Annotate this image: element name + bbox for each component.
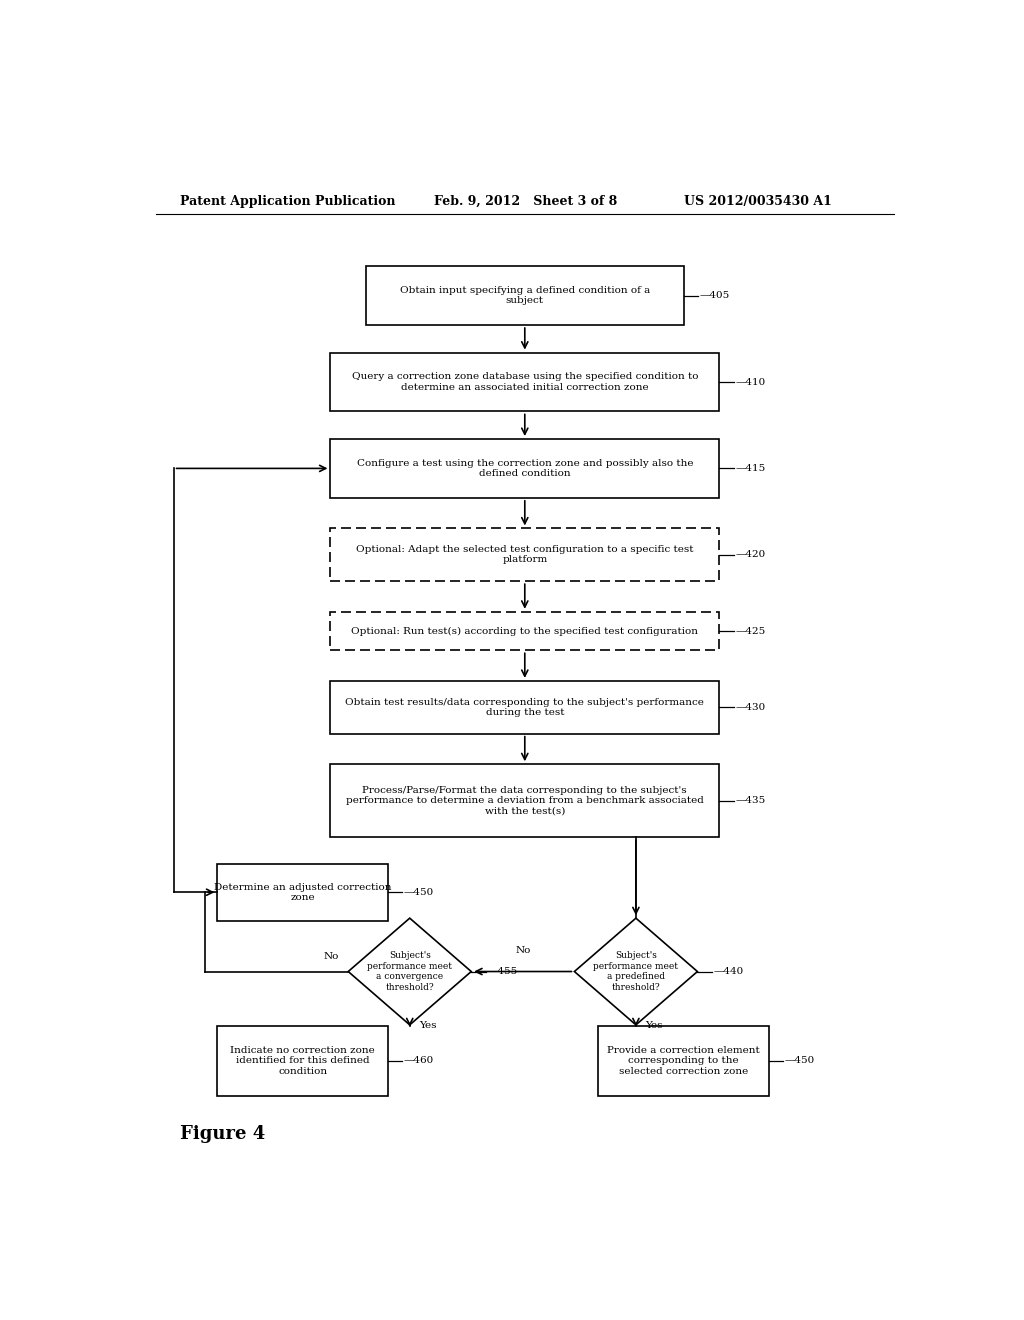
Text: Optional: Adapt the selected test configuration to a specific test
platform: Optional: Adapt the selected test config…	[356, 545, 693, 565]
Polygon shape	[574, 919, 697, 1024]
Text: Indicate no correction zone
identified for this defined
condition: Indicate no correction zone identified f…	[230, 1045, 375, 1076]
Text: —410: —410	[735, 378, 765, 387]
Text: Feb. 9, 2012   Sheet 3 of 8: Feb. 9, 2012 Sheet 3 of 8	[433, 194, 616, 207]
Text: —455: —455	[487, 968, 517, 975]
Text: No: No	[515, 946, 530, 956]
Text: —430: —430	[735, 702, 765, 711]
Text: —440: —440	[714, 968, 743, 975]
Text: Yes: Yes	[419, 1022, 437, 1030]
Text: Subject's
performance meet
a convergence
threshold?: Subject's performance meet a convergence…	[368, 952, 453, 991]
Text: —420: —420	[735, 550, 765, 560]
Text: —415: —415	[735, 463, 765, 473]
Text: Determine an adjusted correction
zone: Determine an adjusted correction zone	[214, 883, 391, 902]
Text: —450: —450	[784, 1056, 815, 1065]
FancyBboxPatch shape	[331, 352, 719, 412]
Text: Optional: Run test(s) according to the specified test configuration: Optional: Run test(s) according to the s…	[351, 627, 698, 636]
FancyBboxPatch shape	[331, 764, 719, 837]
FancyBboxPatch shape	[331, 681, 719, 734]
FancyBboxPatch shape	[217, 863, 388, 921]
Text: Configure a test using the correction zone and possibly also the
defined conditi: Configure a test using the correction zo…	[356, 459, 693, 478]
Text: Patent Application Publication: Patent Application Publication	[179, 194, 395, 207]
Text: US 2012/0035430 A1: US 2012/0035430 A1	[684, 194, 831, 207]
Text: Process/Parse/Format the data corresponding to the subject's
performance to dete: Process/Parse/Format the data correspond…	[346, 785, 703, 816]
Text: No: No	[324, 952, 339, 961]
Text: Subject's
performance meet
a predefined
threshold?: Subject's performance meet a predefined …	[593, 952, 679, 991]
FancyBboxPatch shape	[217, 1027, 388, 1096]
FancyBboxPatch shape	[331, 528, 719, 581]
Text: Figure 4: Figure 4	[179, 1125, 265, 1143]
Text: —460: —460	[403, 1056, 434, 1065]
Text: Obtain input specifying a defined condition of a
subject: Obtain input specifying a defined condit…	[399, 286, 650, 305]
Text: —450: —450	[403, 888, 434, 896]
FancyBboxPatch shape	[598, 1027, 769, 1096]
Polygon shape	[348, 919, 471, 1024]
Text: Yes: Yes	[645, 1022, 663, 1030]
FancyBboxPatch shape	[367, 267, 684, 325]
Text: —435: —435	[735, 796, 765, 805]
Text: Query a correction zone database using the specified condition to
determine an a: Query a correction zone database using t…	[351, 372, 698, 392]
Text: Obtain test results/data corresponding to the subject's performance
during the t: Obtain test results/data corresponding t…	[345, 697, 705, 717]
FancyBboxPatch shape	[331, 611, 719, 651]
Text: Provide a correction element
corresponding to the
selected correction zone: Provide a correction element correspondi…	[607, 1045, 760, 1076]
Text: —405: —405	[699, 292, 730, 300]
FancyBboxPatch shape	[331, 440, 719, 498]
Text: —425: —425	[735, 627, 765, 635]
